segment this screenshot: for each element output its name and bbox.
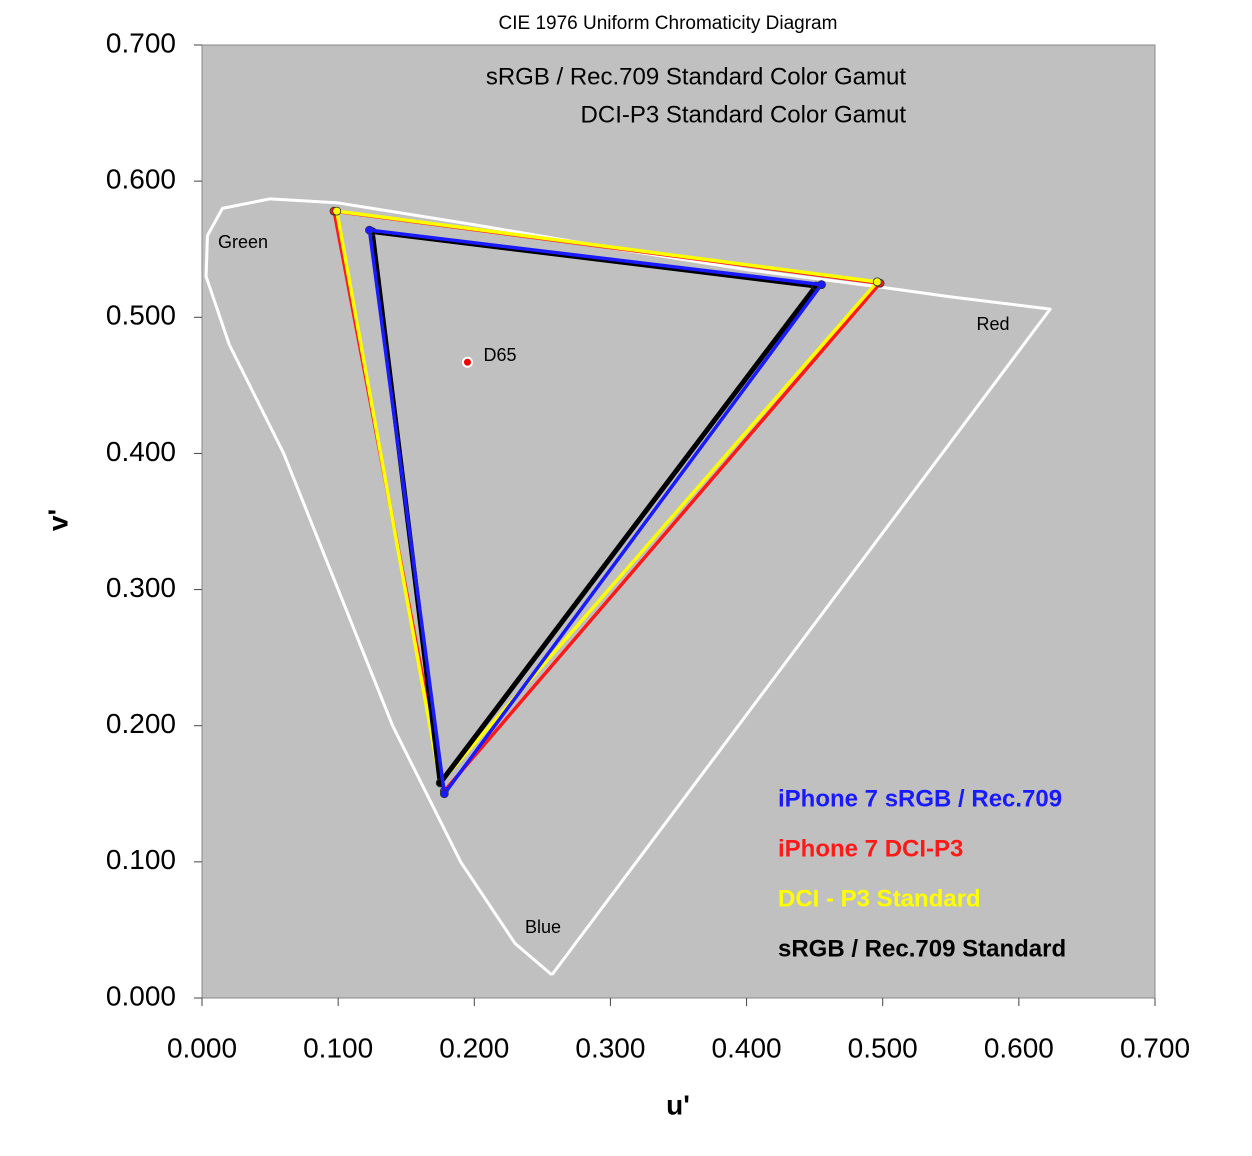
y-tick-label: 0.500: [106, 300, 176, 331]
subtitle: DCI-P3 Standard Color Gamut: [581, 101, 907, 128]
legend-entry: DCI - P3 Standard: [778, 885, 981, 912]
x-tick-label: 0.300: [575, 1032, 645, 1063]
vertex-marker: [439, 789, 449, 799]
y-tick-label: 0.000: [106, 980, 176, 1011]
y-tick-label: 0.400: [106, 436, 176, 467]
y-tick-label: 0.100: [106, 844, 176, 875]
spectral-locus: [204, 197, 1052, 976]
y-tick-label: 0.700: [106, 27, 176, 58]
x-axis-label: u': [666, 1089, 690, 1120]
x-tick-label: 0.200: [439, 1032, 509, 1063]
x-tick-label: 0.700: [1120, 1032, 1190, 1063]
vertex-marker: [365, 225, 374, 235]
x-tick-label: 0.500: [848, 1032, 918, 1063]
gamut-line: [367, 228, 823, 796]
chart-title: CIE 1976 Uniform Chromaticity Diagram: [499, 13, 838, 34]
x-tick-label: 0.000: [167, 1032, 237, 1063]
x-tick-label: 0.400: [712, 1032, 782, 1063]
subtitle: sRGB / Rec.709 Standard Color Gamut: [486, 63, 907, 90]
white-point-label: D65: [483, 345, 516, 365]
legend-entry: sRGB / Rec.709 Standard: [778, 935, 1066, 962]
plot-area: [201, 44, 1156, 999]
y-tick-label: 0.600: [106, 164, 176, 195]
y-axis-label: v': [42, 509, 73, 531]
x-tick-label: 0.100: [303, 1032, 373, 1063]
vertex-marker: [332, 206, 342, 216]
legend-entry: iPhone 7 DCI-P3: [778, 835, 963, 862]
white-point: [461, 356, 473, 368]
y-tick-label: 0.200: [106, 708, 176, 739]
vertex-marker: [817, 280, 826, 290]
region-label: Red: [976, 314, 1009, 334]
vertex-marker: [872, 277, 882, 287]
x-tick-label: 0.600: [984, 1032, 1054, 1063]
region-label: Blue: [525, 917, 561, 937]
region-label: Green: [218, 232, 268, 252]
gamut-line: [335, 209, 879, 785]
legend-entry: iPhone 7 sRGB / Rec.709: [778, 785, 1062, 812]
y-tick-label: 0.300: [106, 572, 176, 603]
